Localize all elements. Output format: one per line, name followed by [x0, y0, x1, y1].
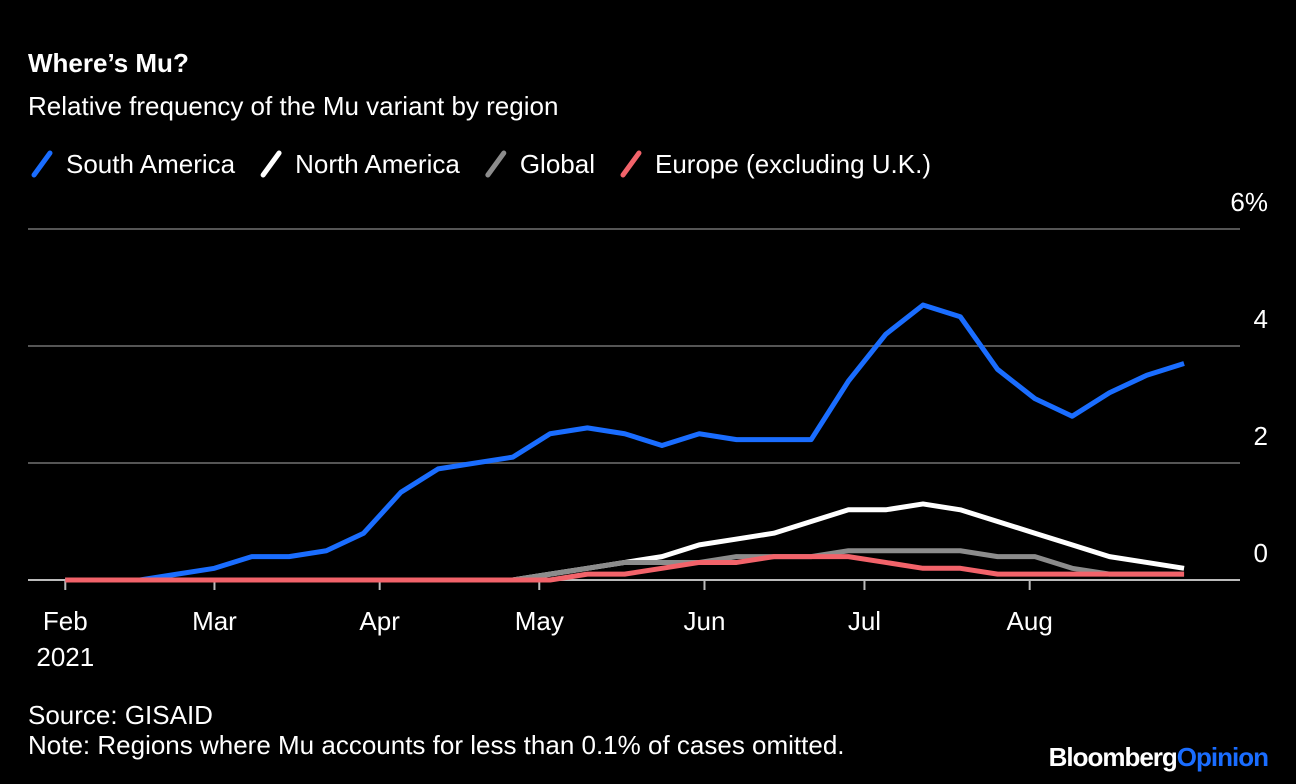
- x-tick-label: May: [515, 606, 564, 636]
- chart-subtitle: Relative frequency of the Mu variant by …: [28, 91, 558, 121]
- y-tick-label: 6%: [1230, 187, 1268, 217]
- y-tick-label: 4: [1254, 304, 1268, 334]
- brand-name: Bloomberg: [1049, 742, 1177, 772]
- x-tick-label-line: 2021: [36, 642, 94, 672]
- x-tick-label: Feb 2021: [36, 606, 94, 672]
- legend-swatch: [485, 150, 507, 178]
- x-tick-label: Apr: [359, 606, 400, 636]
- branding: BloombergOpinion: [1049, 742, 1269, 772]
- y-tick-label: 0: [1254, 538, 1268, 568]
- x-tick-label-line: Feb: [43, 606, 88, 636]
- x-tick-label: Jul: [848, 606, 881, 636]
- series-line: [65, 302, 1185, 583]
- legend-swatch: [620, 150, 642, 178]
- x-tick-label: Mar: [192, 606, 237, 636]
- legend-swatch: [31, 150, 53, 178]
- chart-title: Where’s Mu?: [28, 48, 189, 78]
- brand-section: Opinion: [1177, 742, 1268, 772]
- x-tick-label: Jun: [684, 606, 726, 636]
- series-line: [65, 554, 1185, 583]
- legend-label: Global: [520, 149, 595, 179]
- note: Note: Regions where Mu accounts for less…: [28, 730, 845, 760]
- legend-label: North America: [295, 149, 460, 179]
- legend-label: South America: [66, 149, 236, 179]
- legend: South America North America Global Europe (…: [31, 149, 931, 179]
- legend-swatch: [260, 150, 282, 178]
- y-tick-label: 2: [1254, 421, 1268, 451]
- source: Source: GISAID: [28, 700, 213, 730]
- x-tick-label: Aug: [1007, 606, 1053, 636]
- legend-label: Europe (excluding U.K.): [655, 149, 931, 179]
